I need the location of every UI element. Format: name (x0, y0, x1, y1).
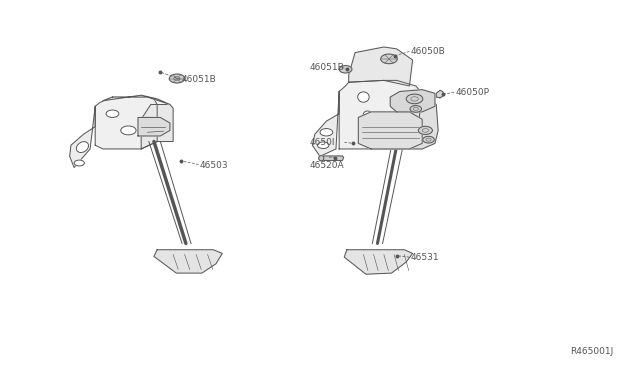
Text: 46051B: 46051B (181, 75, 216, 84)
Text: 46503: 46503 (200, 161, 228, 170)
Polygon shape (339, 80, 422, 149)
Circle shape (419, 126, 433, 135)
Text: R465001J: R465001J (570, 347, 614, 356)
Ellipse shape (367, 126, 375, 135)
Text: 46050P: 46050P (456, 88, 490, 97)
Polygon shape (138, 118, 170, 136)
Polygon shape (410, 93, 438, 149)
Circle shape (339, 65, 352, 73)
Circle shape (170, 74, 184, 83)
Ellipse shape (358, 92, 369, 102)
Text: 46050B: 46050B (411, 47, 445, 56)
Polygon shape (358, 112, 422, 149)
Circle shape (410, 106, 422, 112)
Circle shape (74, 160, 84, 166)
Polygon shape (141, 105, 173, 149)
Polygon shape (95, 97, 157, 149)
Circle shape (317, 142, 329, 148)
Polygon shape (154, 250, 222, 273)
Circle shape (423, 137, 435, 143)
Polygon shape (70, 106, 95, 167)
Ellipse shape (363, 111, 372, 120)
Polygon shape (436, 90, 445, 98)
Circle shape (106, 110, 119, 118)
Ellipse shape (76, 142, 88, 153)
Circle shape (121, 126, 136, 135)
Polygon shape (390, 90, 435, 112)
Polygon shape (349, 47, 413, 86)
Text: 46531: 46531 (411, 253, 439, 262)
Circle shape (320, 129, 333, 136)
Polygon shape (103, 95, 170, 105)
Ellipse shape (319, 155, 324, 161)
Text: 46520A: 46520A (310, 161, 344, 170)
Polygon shape (344, 250, 413, 274)
Polygon shape (321, 156, 344, 160)
Circle shape (381, 54, 397, 64)
Text: 4650I: 4650I (310, 138, 335, 147)
Circle shape (406, 94, 423, 104)
Polygon shape (312, 92, 339, 156)
Text: 46051B: 46051B (310, 63, 344, 72)
